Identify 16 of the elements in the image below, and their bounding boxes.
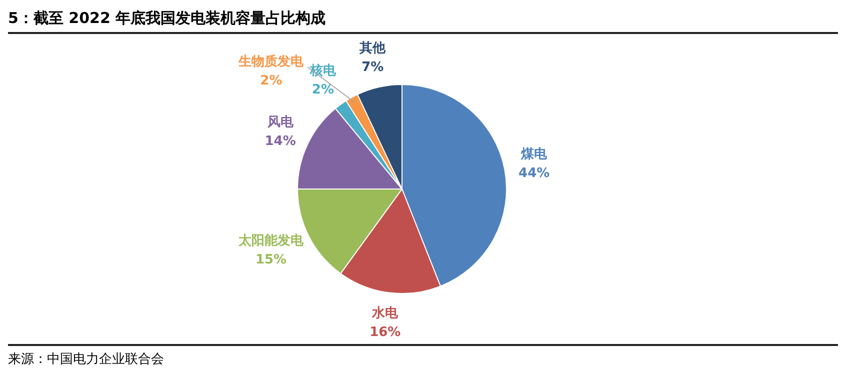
slice-label: 水电	[371, 306, 400, 321]
slice-label: 生物质发电	[238, 54, 305, 70]
data-label: 7%	[362, 60, 384, 76]
slice-label: 煤电	[520, 147, 548, 162]
slice-label: 核电	[308, 62, 337, 79]
data-label: 14%	[264, 134, 296, 150]
data-label: 44%	[518, 166, 550, 182]
source-note: 来源：中国电力企业联合会	[8, 351, 165, 368]
slice-label: 太阳能发电	[238, 232, 305, 248]
data-label: 16%	[370, 324, 401, 340]
data-label: 2%	[260, 74, 282, 89]
chart-title: 5：截至 2022 年底我国发电装机容量占比构成	[8, 8, 838, 34]
data-label: 15%	[255, 252, 287, 268]
slice-label: 风电	[266, 115, 294, 130]
data-label: 2%	[312, 82, 334, 98]
slice-label: 其他	[358, 41, 387, 56]
